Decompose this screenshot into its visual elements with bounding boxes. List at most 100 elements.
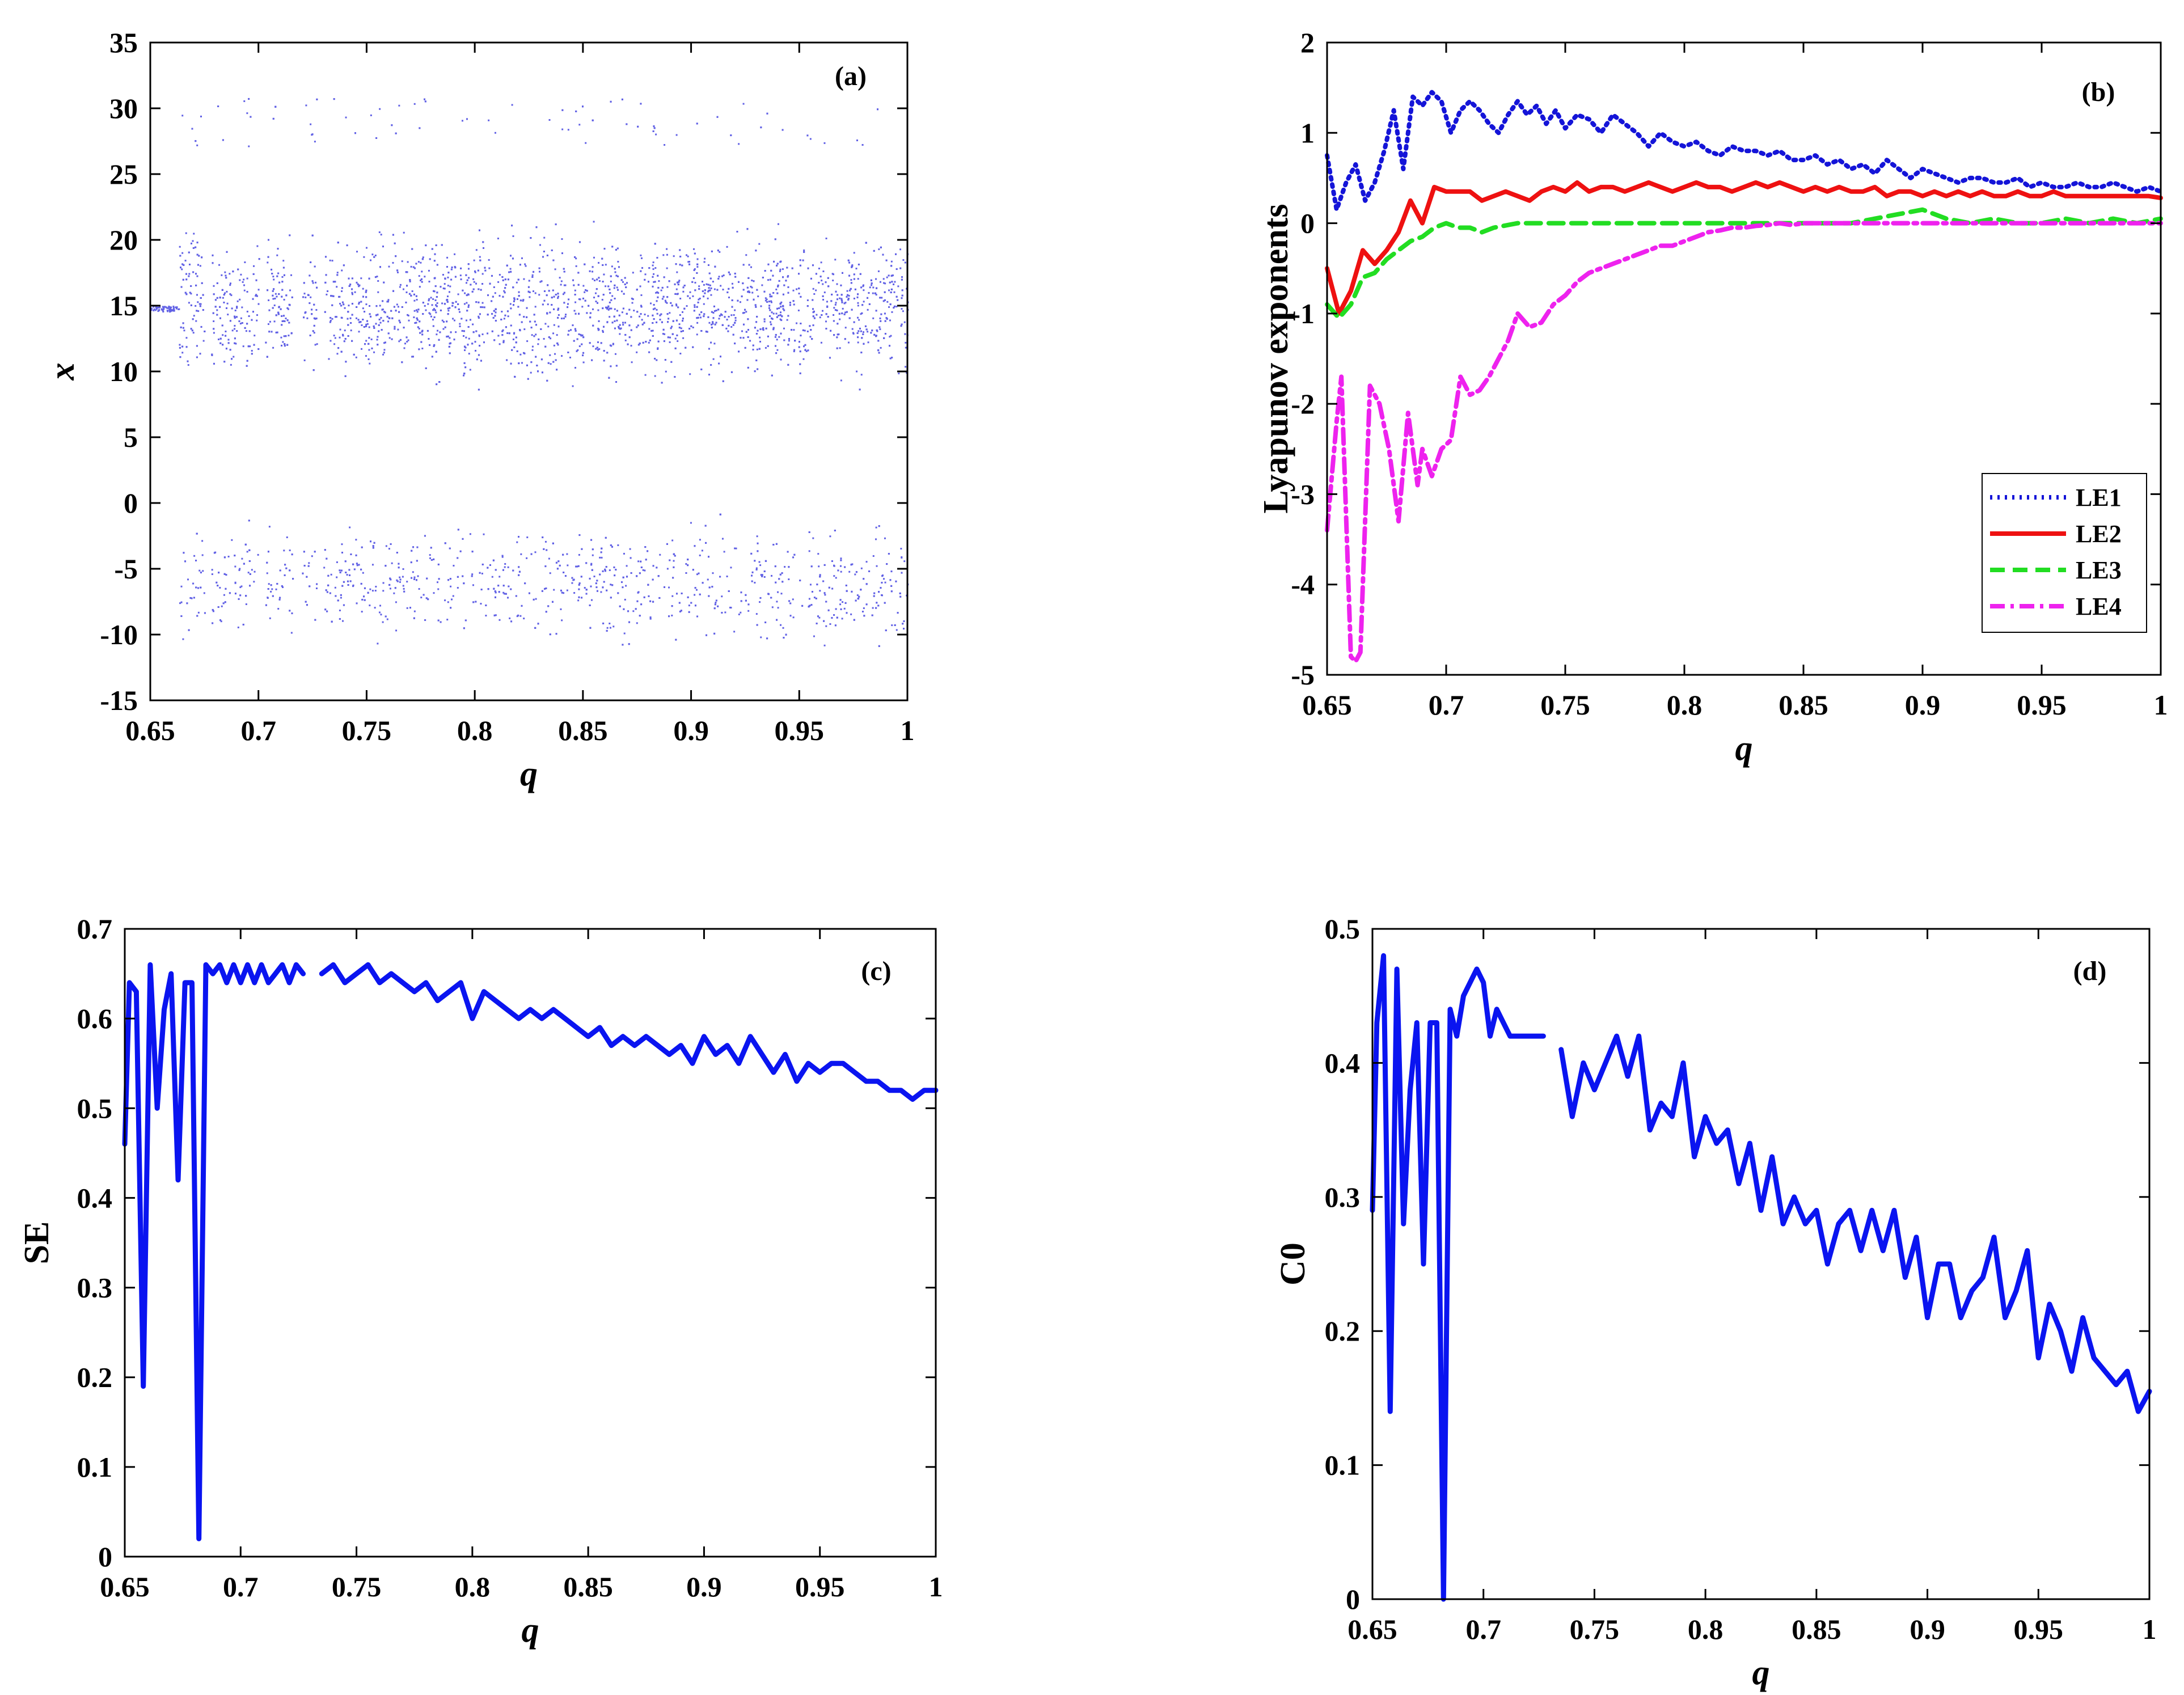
scatter-point <box>180 326 182 328</box>
scatter-point <box>632 610 635 612</box>
scatter-point <box>776 619 778 621</box>
scatter-point <box>732 324 734 326</box>
scatter-point <box>530 553 533 555</box>
scatter-point <box>481 302 484 304</box>
scatter-point <box>343 604 345 606</box>
scatter-point <box>242 623 244 625</box>
scatter-point <box>397 306 399 308</box>
scatter-point <box>728 590 730 592</box>
scatter-point <box>700 368 703 370</box>
scatter-point <box>448 345 450 348</box>
scatter-point <box>780 624 782 626</box>
scatter-point <box>714 603 716 606</box>
scatter-point <box>184 260 187 262</box>
scatter-point <box>637 591 639 594</box>
scatter-point <box>861 611 864 613</box>
scatter-point <box>419 320 421 323</box>
scatter-point <box>796 322 798 324</box>
scatter-point <box>347 580 349 582</box>
scatter-point <box>611 322 614 324</box>
scatter-point <box>678 602 681 604</box>
scatter-point <box>232 270 234 273</box>
scatter-point <box>356 563 358 565</box>
scatter-point <box>340 597 342 599</box>
scatter-point <box>407 261 409 263</box>
scatter-point <box>640 567 643 569</box>
scatter-point <box>500 318 502 320</box>
scatter-point <box>669 559 671 561</box>
scatter-point <box>230 294 233 297</box>
scatter-point <box>733 314 735 316</box>
scatter-point <box>287 308 289 310</box>
scatter-point <box>563 317 565 319</box>
scatter-point <box>204 612 206 614</box>
scatter-point <box>390 543 392 545</box>
scatter-point <box>839 565 842 567</box>
scatter-point <box>289 234 291 236</box>
scatter-point <box>880 346 882 349</box>
scatter-point <box>424 98 426 100</box>
scatter-point <box>213 328 215 330</box>
scatter-point <box>623 293 625 295</box>
scatter-point <box>682 286 685 289</box>
scatter-point <box>503 318 505 320</box>
scatter-point <box>415 263 417 265</box>
scatter-point <box>829 623 831 625</box>
scatter-point <box>862 333 864 335</box>
scatter-point <box>363 326 365 328</box>
scatter-point <box>856 332 859 334</box>
scatter-point <box>652 335 654 337</box>
scatter-point <box>223 294 225 296</box>
scatter-point <box>895 268 898 270</box>
scatter-point <box>383 311 386 313</box>
scatter-point <box>213 362 215 365</box>
scatter-point <box>425 597 428 599</box>
scatter-point <box>396 552 398 554</box>
scatter-point <box>411 577 413 579</box>
scatter-point <box>464 619 467 622</box>
scatter-point <box>653 318 655 320</box>
scatter-point <box>399 339 402 341</box>
scatter-point <box>506 359 508 361</box>
scatter-point <box>502 591 505 594</box>
scatter-point <box>461 318 463 320</box>
scatter-point <box>865 561 868 563</box>
scatter-point <box>313 317 315 319</box>
scatter-point <box>656 567 658 569</box>
scatter-point <box>816 622 818 624</box>
scatter-point <box>463 362 466 364</box>
scatter-point <box>610 584 612 586</box>
scatter-point <box>241 306 243 308</box>
scatter-point <box>334 337 336 339</box>
scatter-point <box>227 342 230 344</box>
scatter-point <box>734 322 736 324</box>
scatter-point <box>440 309 442 311</box>
scatter-point <box>509 617 511 619</box>
scatter-point <box>884 291 886 293</box>
scatter-point <box>616 286 618 289</box>
scatter-point <box>370 338 373 340</box>
scatter-point <box>378 611 381 614</box>
scatter-point <box>840 379 842 382</box>
scatter-point <box>864 325 867 327</box>
scatter-point <box>818 267 820 269</box>
scatter-point <box>859 388 861 391</box>
scatter-point <box>867 331 869 333</box>
scatter-point <box>808 531 810 533</box>
scatter-point <box>652 276 654 278</box>
scatter-point <box>544 565 547 568</box>
scatter-point <box>711 323 713 326</box>
scatter-point <box>821 310 823 312</box>
scatter-point <box>668 586 670 589</box>
scatter-point <box>489 564 491 566</box>
scatter-point <box>623 552 625 555</box>
scatter-point <box>374 590 377 592</box>
scatter-point <box>892 274 894 277</box>
panel-a: 0.65 0.7 0.75 0.8 0.85 0.9 0.95 1-15-10-5051015… <box>43 27 915 793</box>
scatter-point <box>526 557 528 559</box>
scatter-point <box>517 614 519 616</box>
scatter-point <box>549 311 551 314</box>
scatter-point <box>273 304 276 306</box>
scatter-point <box>654 357 656 360</box>
scatter-point <box>184 560 187 563</box>
